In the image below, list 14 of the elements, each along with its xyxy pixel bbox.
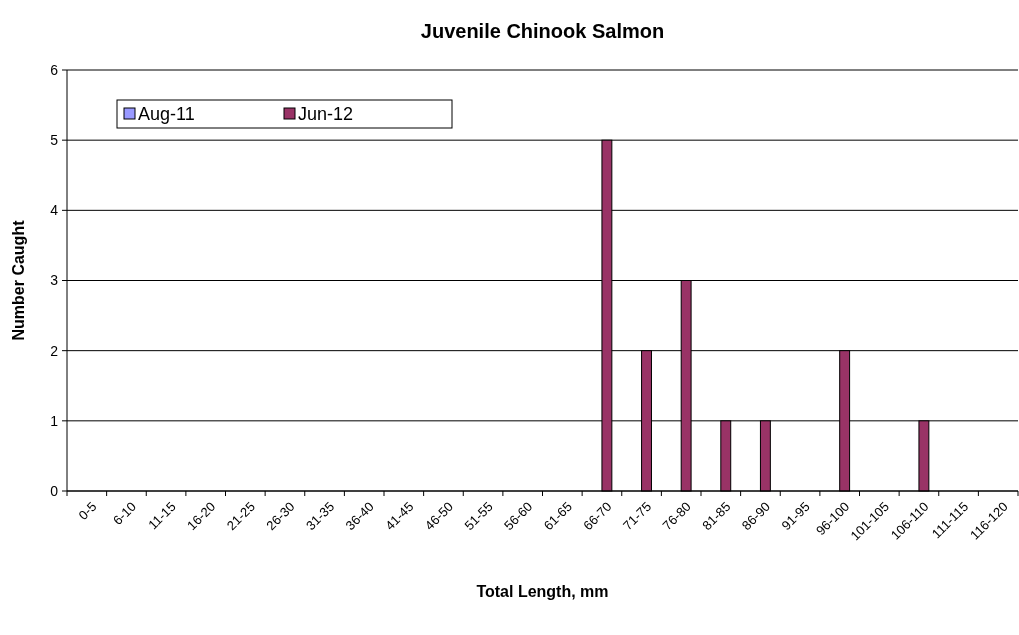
y-tick-label: 1 xyxy=(50,412,59,429)
y-tick-label: 2 xyxy=(50,342,59,359)
y-tick-label: 4 xyxy=(50,202,59,219)
chart-title: Juvenile Chinook Salmon xyxy=(420,20,665,42)
x-axis-title: Total Length, mm xyxy=(476,583,609,600)
y-tick-label: 0 xyxy=(50,482,59,499)
legend-label: Aug-11 xyxy=(138,104,195,125)
y-tick-label: 3 xyxy=(50,272,59,289)
y-tick-label: 6 xyxy=(50,61,59,78)
x-tick-label: 6-10 xyxy=(109,498,139,528)
y-tick-label: 5 xyxy=(50,132,59,149)
legend-label: Jun-12 xyxy=(298,104,354,125)
y-axis-title: Number Caught xyxy=(10,219,27,341)
x-tick-label: 0-5 xyxy=(75,498,100,523)
